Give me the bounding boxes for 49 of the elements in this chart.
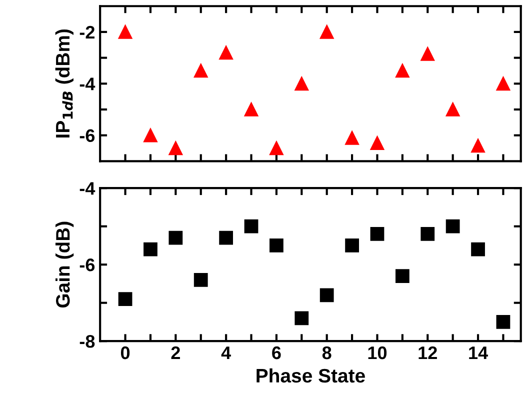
x-tick-label: 4 [221, 346, 231, 360]
x-tick-label: 12 [418, 346, 437, 360]
point [395, 64, 410, 78]
point [144, 242, 158, 256]
point [168, 230, 183, 245]
x-tick-label: 8 [322, 346, 332, 360]
point [345, 130, 359, 145]
point [320, 288, 334, 302]
x-tick-label: 0 [120, 346, 130, 360]
point [270, 141, 284, 156]
y-tick-label: -2 [80, 26, 94, 38]
point [496, 76, 510, 91]
point [168, 141, 183, 156]
point [395, 269, 410, 284]
point [194, 272, 208, 287]
point [244, 219, 258, 234]
point [446, 102, 460, 116]
point [446, 219, 460, 234]
point [194, 64, 208, 78]
point [420, 227, 435, 241]
point [219, 46, 234, 60]
y-tick-label: -4 [80, 78, 96, 90]
y-axis-title: IP$_{1dB}$ (dBm) [55, 29, 74, 138]
y-tick-label: -6 [80, 258, 95, 272]
point [471, 242, 485, 256]
point [118, 25, 132, 39]
point [244, 102, 258, 116]
y-tick-label: -6 [80, 129, 95, 142]
x-axis-title: Phase State [256, 368, 365, 383]
y-tick-label: -4 [80, 182, 96, 195]
point [118, 292, 132, 306]
point [370, 136, 384, 150]
point [345, 238, 359, 252]
point [496, 315, 510, 329]
x-tick-label: 6 [272, 346, 281, 360]
point [219, 230, 234, 245]
y-axis-title: Gain (dB) [55, 222, 74, 308]
point [294, 76, 309, 91]
point [420, 46, 435, 61]
y-tick-label: -8 [80, 335, 95, 348]
point [320, 25, 334, 39]
point [144, 128, 158, 142]
x-tick-label: 10 [368, 346, 387, 360]
point [370, 227, 384, 241]
point [294, 311, 309, 326]
point [471, 138, 485, 153]
x-tick-label: 2 [171, 346, 180, 360]
x-tick-label: 14 [469, 346, 488, 360]
point [270, 238, 284, 252]
